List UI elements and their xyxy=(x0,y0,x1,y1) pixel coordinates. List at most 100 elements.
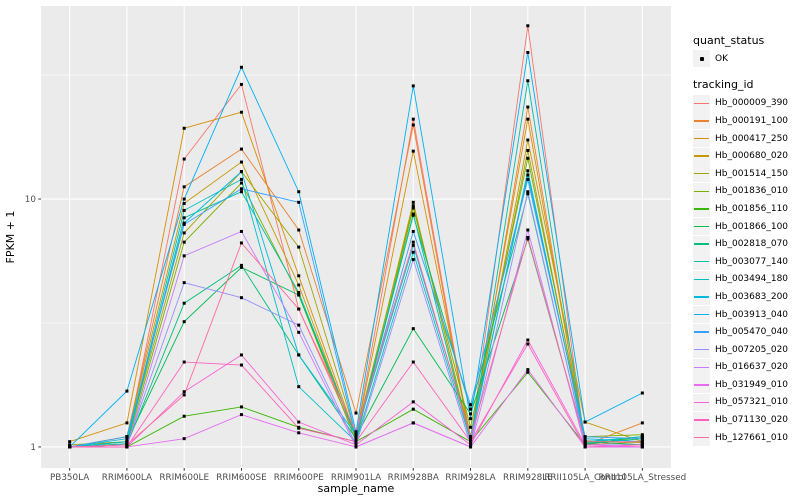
data-point xyxy=(411,421,415,425)
data-point xyxy=(297,274,301,278)
data-point xyxy=(297,228,301,232)
data-point xyxy=(469,417,473,421)
data-point xyxy=(583,420,587,424)
data-point xyxy=(469,443,473,447)
legend-title-quant-status: quant_status xyxy=(693,34,765,47)
x-tick-label: RRIM600LA xyxy=(102,473,152,483)
data-point xyxy=(526,177,530,181)
data-point xyxy=(354,440,358,444)
data-point xyxy=(182,157,186,161)
data-point xyxy=(583,440,587,444)
legend-entry: Hb_000680_020 xyxy=(693,147,799,165)
legend-title-tracking-id: tracking_id xyxy=(693,77,754,91)
legend-entries: Hb_000009_390 Hb_000191_100 Hb_000417_250 H… xyxy=(693,94,799,447)
x-axis-title: sample_name xyxy=(318,482,395,495)
data-point xyxy=(239,413,243,417)
data-point xyxy=(297,323,301,327)
x-tick-label: RRIM928LE xyxy=(503,473,553,483)
legend-entry: Hb_003494_180 xyxy=(693,270,799,289)
legend-entry-label: OK xyxy=(715,53,728,64)
legend-entry-label: Hb_001856_110 xyxy=(715,203,789,214)
data-point xyxy=(411,206,415,210)
legend-entry-label: Hb_001866_100 xyxy=(715,221,789,232)
data-point xyxy=(68,443,72,447)
ok-point-icon xyxy=(699,56,704,61)
series-color-line-icon xyxy=(694,384,709,386)
legend-entry-label: Hb_003913_040 xyxy=(715,309,789,320)
legend-entry-label: Hb_127661_010 xyxy=(715,432,789,443)
data-point xyxy=(526,228,530,232)
data-point xyxy=(526,79,530,83)
data-point xyxy=(297,420,301,424)
series-color-line-icon xyxy=(694,401,709,404)
data-point xyxy=(526,117,530,121)
series-color-line-icon xyxy=(694,419,709,421)
data-point xyxy=(297,385,301,389)
data-point xyxy=(239,265,243,269)
legend-key-swatch xyxy=(693,341,710,359)
data-point xyxy=(583,445,587,449)
data-point xyxy=(182,390,186,394)
legend-entry-label: Hb_007205_020 xyxy=(715,344,789,355)
legend-entry: Hb_003913_040 xyxy=(693,306,799,324)
data-point xyxy=(526,105,530,109)
data-point xyxy=(239,160,243,164)
data-point xyxy=(526,368,530,372)
data-point xyxy=(640,421,644,425)
data-point xyxy=(182,414,186,418)
data-point xyxy=(239,65,243,69)
data-point xyxy=(469,403,473,407)
series-color-line-icon xyxy=(694,173,709,175)
legend-key-swatch xyxy=(693,94,710,112)
data-point xyxy=(526,338,530,342)
legend-entry-label: Hb_005470_040 xyxy=(715,327,789,338)
data-point xyxy=(239,229,243,233)
data-point xyxy=(640,445,644,449)
data-point xyxy=(354,433,358,437)
legend-entry-label: Hb_000009_390 xyxy=(715,98,789,109)
data-point xyxy=(182,208,186,212)
data-point xyxy=(640,440,644,444)
data-point xyxy=(125,421,129,425)
legend-entry-label: Hb_003683_200 xyxy=(715,291,789,302)
data-point xyxy=(526,237,530,241)
data-point xyxy=(411,204,415,208)
data-point xyxy=(583,435,587,439)
legend-entry-label: Hb_003494_180 xyxy=(715,274,789,285)
data-point xyxy=(411,243,415,247)
series-color-line-icon xyxy=(694,190,709,193)
data-point xyxy=(297,307,301,311)
series-color-line-icon xyxy=(694,155,709,157)
data-points xyxy=(68,24,644,449)
data-point xyxy=(526,51,530,55)
series-color-line-icon xyxy=(694,366,709,368)
legend-entry-label: Hb_031949_010 xyxy=(715,379,789,390)
legend-entry: Hb_127661_010 xyxy=(693,429,799,447)
data-point xyxy=(182,185,186,189)
legend-entry: Hb_000417_250 xyxy=(693,130,799,148)
data-point xyxy=(125,435,129,439)
legend-key-swatch xyxy=(693,376,710,394)
data-point xyxy=(526,190,530,194)
data-point xyxy=(526,192,530,196)
data-point xyxy=(640,443,644,447)
data-point xyxy=(469,436,473,440)
data-point xyxy=(182,231,186,235)
data-point xyxy=(297,190,301,194)
legend-key-swatch xyxy=(693,130,710,148)
data-point xyxy=(411,258,415,262)
data-point xyxy=(182,254,186,258)
series-color-line-icon xyxy=(694,261,709,263)
x-tick-label: PB350LA xyxy=(50,473,89,483)
legend-entry: Hb_057321_010 xyxy=(693,393,799,412)
legend-entry: Hb_003077_140 xyxy=(693,253,799,271)
legend-key-swatch xyxy=(693,411,710,429)
data-point xyxy=(469,445,473,449)
data-point xyxy=(411,84,415,88)
data-point xyxy=(182,197,186,201)
x-tick-label: RRII105LA_Control xyxy=(544,473,626,483)
data-point xyxy=(411,240,415,244)
data-point xyxy=(526,148,530,152)
